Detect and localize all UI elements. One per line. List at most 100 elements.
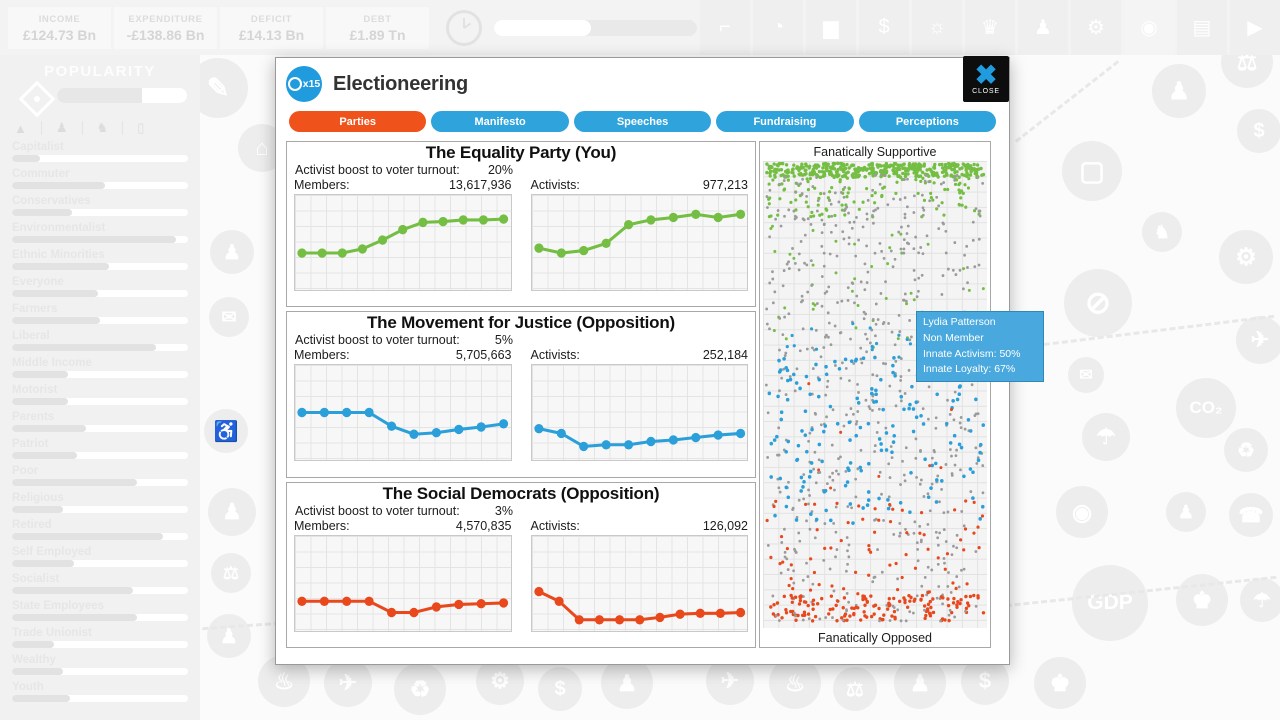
- party-section-justice: The Movement for Justice (Opposition) Ac…: [286, 311, 756, 478]
- policy-bubble-icon: ♟: [1166, 492, 1206, 532]
- members-label: Members:: [294, 348, 350, 363]
- voter-scatter-plot[interactable]: [763, 161, 987, 628]
- tab-parties[interactable]: Parties: [289, 111, 427, 132]
- voter-group-row[interactable]: Middle Income: [12, 357, 188, 384]
- voter-group-row[interactable]: Trade Unionist: [12, 627, 188, 654]
- top-bar: INCOME £124.73 Bn EXPENDITURE -£138.86 B…: [0, 0, 1280, 55]
- voter-group-row[interactable]: Patriot: [12, 438, 188, 465]
- tab-perceptions[interactable]: Perceptions: [858, 111, 997, 132]
- voters-icon[interactable]: ♟: [1018, 0, 1068, 55]
- finance-stats: INCOME £124.73 Bn EXPENDITURE -£138.86 B…: [8, 6, 432, 49]
- voter-group-row[interactable]: Youth: [12, 681, 188, 708]
- expenditure-value: -£138.86 Bn: [126, 26, 205, 43]
- boost-label: Activist boost to voter turnout:: [295, 503, 460, 518]
- activists-label: Activists:: [530, 178, 580, 192]
- trophy-icon[interactable]: ♛: [965, 0, 1015, 55]
- income-label: INCOME: [38, 13, 81, 25]
- voter-group-row[interactable]: Parents: [12, 411, 188, 438]
- members-label: Members:: [294, 518, 350, 533]
- stat-bubble-gdp: GDP: [1072, 565, 1148, 641]
- voter-group-row[interactable]: Socialist: [12, 573, 188, 600]
- voter-group-name: Conservatives: [12, 195, 91, 207]
- voter-tooltip: Lydia Patterson Non Member Innate Activi…: [916, 311, 1044, 382]
- voter-group-row[interactable]: Everyone: [12, 276, 188, 303]
- voter-group-row[interactable]: Capitalist: [12, 141, 188, 168]
- policy-bubble-icon: ♟: [1152, 64, 1206, 118]
- idea-icon[interactable]: ☼: [912, 0, 962, 55]
- bar-chart-icon[interactable]: ▆: [806, 0, 856, 55]
- voter-group-name: State Employees: [12, 600, 105, 612]
- voter-group-bar: [12, 182, 188, 189]
- voter-group-row[interactable]: Conservatives: [12, 195, 188, 222]
- voter-group-row[interactable]: Commuter: [12, 168, 188, 195]
- voter-group-row[interactable]: Motorist: [12, 384, 188, 411]
- boost-label: Activist boost to voter turnout:: [295, 333, 460, 348]
- finance-icon[interactable]: $: [859, 0, 909, 55]
- dialog-tabs: Parties Manifesto Speeches Fundraising P…: [276, 104, 1009, 141]
- tab-fundraising[interactable]: Fundraising: [716, 111, 854, 132]
- connection-dashed-line: [1014, 60, 1120, 143]
- voter-group-bar: [12, 371, 188, 378]
- income-stat[interactable]: INCOME £124.73 Bn: [8, 6, 111, 49]
- achievement-icon[interactable]: ◉: [1124, 0, 1174, 55]
- party-section-equality: The Equality Party (You) Activist boost …: [286, 141, 756, 308]
- debt-label: DEBT: [363, 13, 392, 25]
- activists-value: 252,184: [702, 348, 748, 363]
- policy-bubble-icon: ♚: [1176, 574, 1228, 626]
- debt-stat[interactable]: DEBT £1.89 Tn: [326, 6, 429, 49]
- voter-group-row[interactable]: State Employees: [12, 600, 188, 627]
- voter-group-name: Liberal: [12, 330, 50, 342]
- voter-group-row[interactable]: Liberal: [12, 330, 188, 357]
- voter-group-row[interactable]: Retired: [12, 519, 188, 546]
- policy-bubble-icon: ☂: [1082, 413, 1130, 461]
- voter-group-row[interactable]: Wealthy: [12, 654, 188, 681]
- tab-speeches[interactable]: Speeches: [573, 111, 712, 132]
- policy-bubble-icon: ♿: [204, 409, 248, 453]
- next-turn-icon[interactable]: ▶: [1230, 0, 1280, 55]
- deficit-stat[interactable]: DEFICIT £14.13 Bn: [220, 6, 323, 49]
- voter-group-row[interactable]: Religious: [12, 492, 188, 519]
- tab-manifesto[interactable]: Manifesto: [431, 111, 569, 132]
- voter-group-bar: [12, 209, 188, 216]
- policy-bubble-icon: $: [1237, 109, 1280, 153]
- policy-bubble-icon: ⚙: [476, 657, 524, 705]
- voter-group-row[interactable]: Self Employed: [12, 546, 188, 573]
- voter-group-bar: [12, 641, 188, 648]
- voter-group-row[interactable]: Farmers: [12, 303, 188, 330]
- policy-bubble-icon: ♨: [769, 657, 821, 709]
- pie-chart-icon[interactable]: ◔: [753, 0, 803, 55]
- policy-bubble-icon: ✉: [209, 297, 249, 337]
- policy-bubble-icon: ♟: [207, 614, 251, 658]
- policy-bubble-icon: ⊘: [1064, 269, 1132, 337]
- policy-bubble-icon: ◉: [1056, 486, 1108, 538]
- voter-membership: Non Member: [923, 331, 984, 344]
- scatter-top-label: Fanatically Supportive: [813, 145, 937, 159]
- security-icon[interactable]: ⌐: [700, 0, 750, 55]
- sidebar-tab-icon[interactable]: ▲: [14, 120, 27, 136]
- report-icon[interactable]: ▤: [1177, 0, 1227, 55]
- income-value: £124.73 Bn: [22, 26, 97, 43]
- voter-group-name: Everyone: [12, 276, 64, 288]
- activists-chart-block: Activists: 252,184: [530, 348, 748, 462]
- close-icon: ✖: [974, 60, 998, 90]
- voter-group-row[interactable]: Ethnic Minorities: [12, 249, 188, 276]
- stat-bubble-co₂: CO₂: [1176, 378, 1236, 438]
- voter-group-bar: [12, 587, 188, 594]
- policy-bubble-icon: ♟: [601, 657, 653, 709]
- voter-group-row[interactable]: Poor: [12, 465, 188, 492]
- voter-name: Lydia Patterson: [923, 316, 996, 328]
- voter-group-bar: [12, 425, 188, 432]
- close-label: CLOSE: [972, 88, 1000, 95]
- voter-group-bar: [12, 506, 188, 513]
- close-button[interactable]: ✖ CLOSE: [963, 56, 1009, 102]
- electioneering-dialog: x15 Electioneering ✖ CLOSE Parties Manif…: [275, 56, 1044, 665]
- settings-icon[interactable]: ⚙: [1071, 0, 1121, 55]
- expenditure-stat[interactable]: EXPENDITURE -£138.86 Bn: [114, 6, 217, 49]
- sidebar-tab-icon[interactable]: ♞: [96, 120, 109, 135]
- members-chart-block: Members: 13,617,936: [294, 178, 512, 291]
- sidebar-tab-icon[interactable]: ♟: [55, 120, 68, 135]
- voter-group-row[interactable]: Environmentalist: [12, 222, 188, 249]
- sidebar-tab-icon[interactable]: ▯: [137, 120, 145, 135]
- parties-column: The Equality Party (You) Activist boost …: [286, 141, 756, 648]
- voter-group-bar: [12, 236, 188, 243]
